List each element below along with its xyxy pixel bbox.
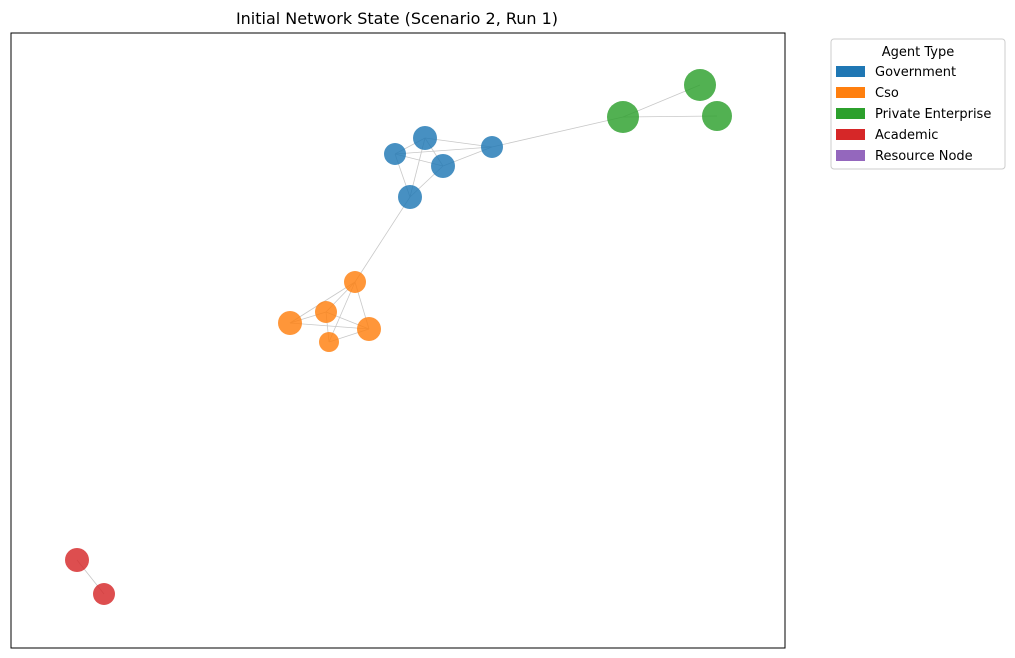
node-a2 [93, 583, 115, 605]
node-g3 [431, 154, 455, 178]
legend-label-private-enterprise: Private Enterprise [875, 107, 991, 122]
node-p1 [607, 101, 639, 133]
node-g1 [384, 143, 406, 165]
node-p3 [702, 101, 732, 131]
plot-frame [10, 32, 786, 649]
node-c2 [315, 301, 337, 323]
node-c1 [344, 271, 366, 293]
legend-swatch-academic [836, 129, 865, 140]
node-a1 [65, 548, 89, 572]
node-g2 [413, 126, 437, 150]
node-p2 [684, 69, 716, 101]
legend-label-academic: Academic [875, 128, 938, 143]
legend-frame [830, 38, 1006, 170]
legend-item-academic: Academic [836, 128, 938, 143]
edge-g1-g4 [394, 146, 493, 155]
edge-c3-c4 [289, 322, 370, 330]
legend-swatch-resource-node [836, 150, 865, 161]
nodes-layer [65, 69, 732, 605]
legend-swatch-government [836, 66, 865, 77]
legend-label-government: Government [875, 65, 956, 80]
legend-item-private-enterprise: Private Enterprise [836, 107, 991, 122]
legend-item-resource-node: Resource Node [836, 149, 973, 164]
edge-g4-p1 [491, 116, 624, 148]
legend-swatch-cso [836, 87, 865, 98]
legend: Agent Type Government Cso Private Enterp… [830, 38, 1006, 170]
node-c5 [319, 332, 339, 352]
legend-title: Agent Type [882, 45, 954, 60]
node-g4 [481, 136, 503, 158]
legend-label-resource-node: Resource Node [875, 149, 973, 164]
legend-swatch-private-enterprise [836, 108, 865, 119]
edge-g5-c1 [354, 196, 411, 283]
legend-item-cso: Cso [836, 86, 899, 101]
node-c3 [278, 311, 302, 335]
node-g5 [398, 185, 422, 209]
legend-item-government: Government [836, 65, 956, 80]
legend-label-cso: Cso [875, 86, 899, 101]
node-c4 [357, 317, 381, 341]
figure-title: Initial Network State (Scenario 2, Run 1… [236, 9, 558, 28]
